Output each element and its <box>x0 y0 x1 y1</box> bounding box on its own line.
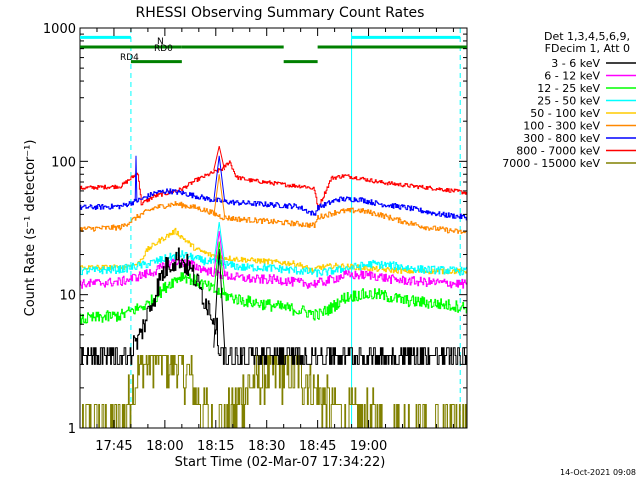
y-axis-label: Count Rate (s⁻¹ detector⁻¹) <box>23 140 38 317</box>
x-tick-label: 19:00 <box>350 439 387 454</box>
peak-spike <box>213 222 226 264</box>
flag-label-rd0: RD0 <box>154 44 173 54</box>
series-3-6-keV-line <box>80 247 467 365</box>
legend: Det 1,3,4,5,6,9,FDecim 1, Att 0 3 - 6 keV… <box>502 30 636 170</box>
series-25-50-keV-line <box>80 250 468 278</box>
flag-label-rd4: RD4 <box>120 53 139 63</box>
x-tick-label: 18:45 <box>299 439 336 454</box>
legend-entry-label: 50 - 100 keV <box>530 107 600 120</box>
legend-header: Det 1,3,4,5,6,9, <box>544 30 630 43</box>
peak-spike <box>213 231 226 275</box>
flag-label-n: N <box>157 37 164 47</box>
series-100-300-keV-line <box>80 201 468 236</box>
legend-entry-label: 6 - 12 keV <box>544 70 600 83</box>
series-7000-15000-keV-line <box>80 355 468 429</box>
peak-spike <box>213 155 226 201</box>
x-tick-label: 17:45 <box>95 439 132 454</box>
legend-entry-label: 800 - 7000 keV <box>516 145 600 158</box>
y-tick-label: 100 <box>51 155 76 170</box>
chart-title: RHESSI Observing Summary Count Rates <box>136 5 425 21</box>
legend-entry-label: 100 - 300 keV <box>523 120 600 133</box>
series-6-12-keV-line <box>80 257 468 289</box>
legend-entry-label: 12 - 25 keV <box>537 82 600 95</box>
x-tick-label: 18:30 <box>248 439 285 454</box>
x-axis-label: Start Time (02-Mar-07 17:34:22) <box>175 455 386 470</box>
y-axis: 1 10 100 1000 <box>43 22 467 437</box>
legend-entry-label: 25 - 50 keV <box>537 95 600 108</box>
peak-spike <box>134 155 138 202</box>
legend-entry-label: 300 - 800 keV <box>523 132 600 145</box>
legend-header: FDecim 1, Att 0 <box>545 42 630 55</box>
series-300-800-keV-line <box>80 188 468 221</box>
x-axis: 17:45 18:00 18:15 18:30 18:45 19:00 <box>79 28 454 454</box>
x-tick-label: 18:15 <box>197 439 234 454</box>
series-12-25-keV-line <box>80 272 468 325</box>
y-tick-label: 1000 <box>43 22 76 37</box>
plot-area <box>80 28 468 429</box>
plot-frame <box>79 27 468 429</box>
peak-spike <box>213 145 226 171</box>
legend-entry-label: 3 - 6 keV <box>551 57 600 70</box>
peak-spike <box>213 241 226 293</box>
y-tick-label: 10 <box>59 289 76 304</box>
series-800-7000-keV-line <box>80 160 468 210</box>
y-tick-label: 1 <box>68 422 76 437</box>
peak-spike <box>213 248 226 348</box>
peak-spike <box>213 174 226 216</box>
timestamp: 14-Oct-2021 09:08 <box>560 468 636 477</box>
legend-entry-label: 7000 - 15000 keV <box>502 157 600 170</box>
x-tick-label: 18:00 <box>146 439 183 454</box>
